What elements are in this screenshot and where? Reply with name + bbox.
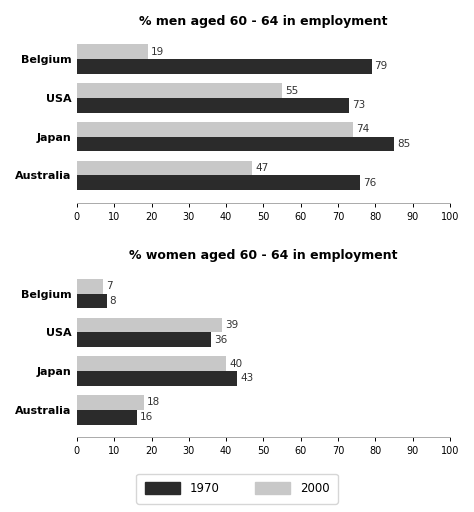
- Text: 74: 74: [356, 124, 369, 134]
- Bar: [77, 317, 222, 332]
- Text: 36: 36: [214, 335, 228, 345]
- Text: 18: 18: [147, 397, 160, 408]
- Bar: [77, 371, 237, 386]
- Bar: [77, 45, 148, 59]
- Text: 40: 40: [229, 359, 242, 369]
- Text: 7: 7: [106, 281, 113, 291]
- Bar: [77, 59, 372, 74]
- Bar: [77, 410, 137, 424]
- Legend: 1970, 2000: 1970, 2000: [137, 474, 337, 503]
- Bar: [77, 279, 103, 293]
- Bar: [77, 122, 353, 137]
- Text: 85: 85: [397, 139, 410, 149]
- Text: 43: 43: [240, 373, 254, 383]
- Title: % men aged 60 - 64 in employment: % men aged 60 - 64 in employment: [139, 15, 388, 28]
- Text: 47: 47: [255, 163, 268, 173]
- Bar: [77, 395, 144, 410]
- Text: 73: 73: [352, 100, 365, 110]
- Bar: [77, 161, 252, 176]
- Text: 19: 19: [151, 47, 164, 57]
- Text: 16: 16: [139, 412, 153, 422]
- Bar: [77, 332, 211, 347]
- Text: 8: 8: [110, 296, 117, 306]
- Bar: [77, 83, 282, 98]
- Bar: [77, 98, 349, 113]
- Text: 39: 39: [225, 320, 238, 330]
- Bar: [77, 356, 226, 371]
- Bar: [77, 176, 360, 190]
- Text: 76: 76: [363, 178, 376, 188]
- Title: % women aged 60 - 64 in employment: % women aged 60 - 64 in employment: [129, 249, 398, 263]
- Text: 79: 79: [374, 61, 388, 72]
- Bar: [77, 137, 394, 152]
- Bar: [77, 293, 107, 308]
- Text: 55: 55: [285, 86, 298, 96]
